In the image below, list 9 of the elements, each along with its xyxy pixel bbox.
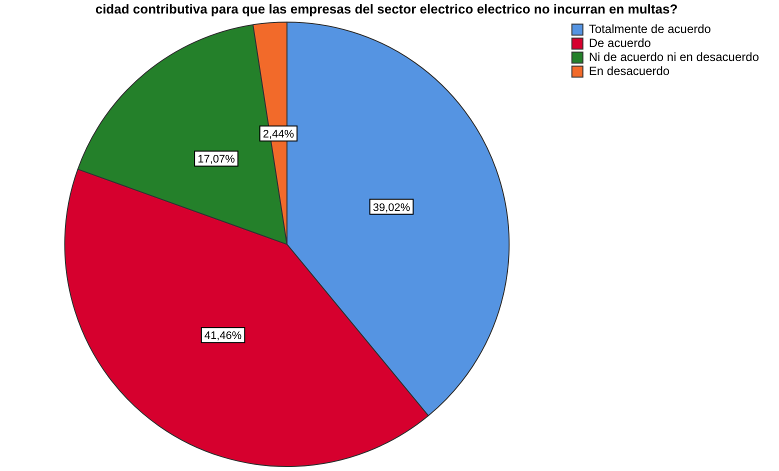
legend-label: En desacuerdo bbox=[588, 64, 670, 78]
data-label: 2,44% bbox=[262, 128, 294, 141]
data-label: 17,07% bbox=[198, 154, 236, 166]
chart-title: cidad contributiva para que las empresas del sector electrico electrico no incurran en multas? bbox=[95, 1, 678, 16]
data-label: 39,02% bbox=[372, 202, 410, 214]
data-label: 41,46% bbox=[204, 330, 242, 342]
legend-label: Totalmente de acuerdo bbox=[588, 22, 712, 36]
legend-label: Ni de acuerdo ni en desacuerdo bbox=[588, 50, 760, 64]
legend-label: De acuerdo bbox=[588, 36, 652, 50]
